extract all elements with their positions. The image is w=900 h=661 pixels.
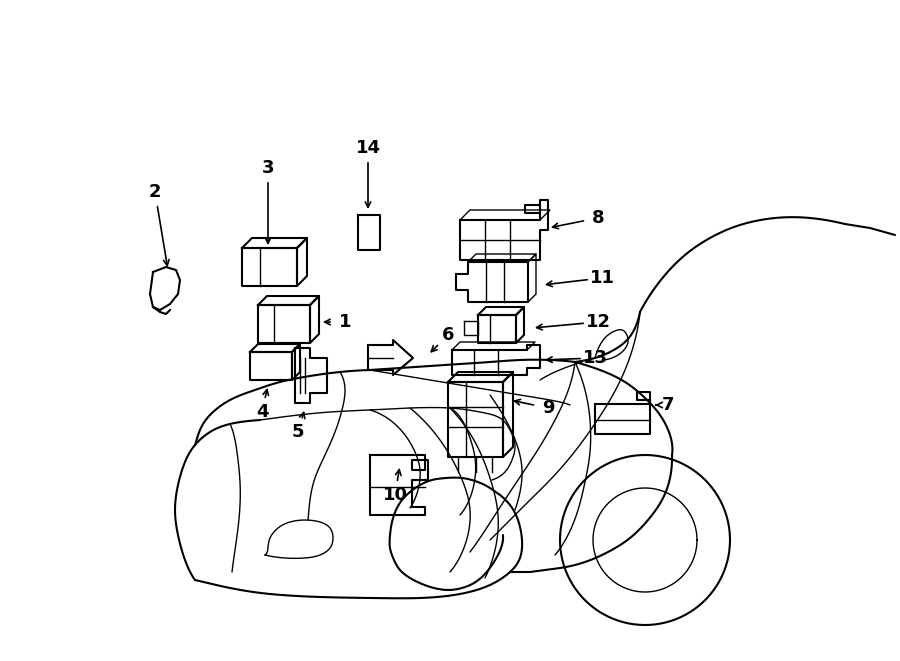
Text: 7: 7 [662, 396, 674, 414]
Text: 3: 3 [262, 159, 274, 177]
Text: 14: 14 [356, 139, 381, 157]
Text: 11: 11 [590, 269, 615, 287]
Text: 1: 1 [338, 313, 351, 331]
Text: 4: 4 [256, 403, 268, 421]
Text: 6: 6 [442, 326, 454, 344]
Text: 13: 13 [582, 349, 608, 367]
Text: 2: 2 [148, 183, 161, 201]
Text: 8: 8 [591, 209, 604, 227]
Text: 5: 5 [292, 423, 304, 441]
Text: 10: 10 [382, 486, 408, 504]
Text: 9: 9 [542, 399, 554, 417]
Text: 12: 12 [586, 313, 610, 331]
